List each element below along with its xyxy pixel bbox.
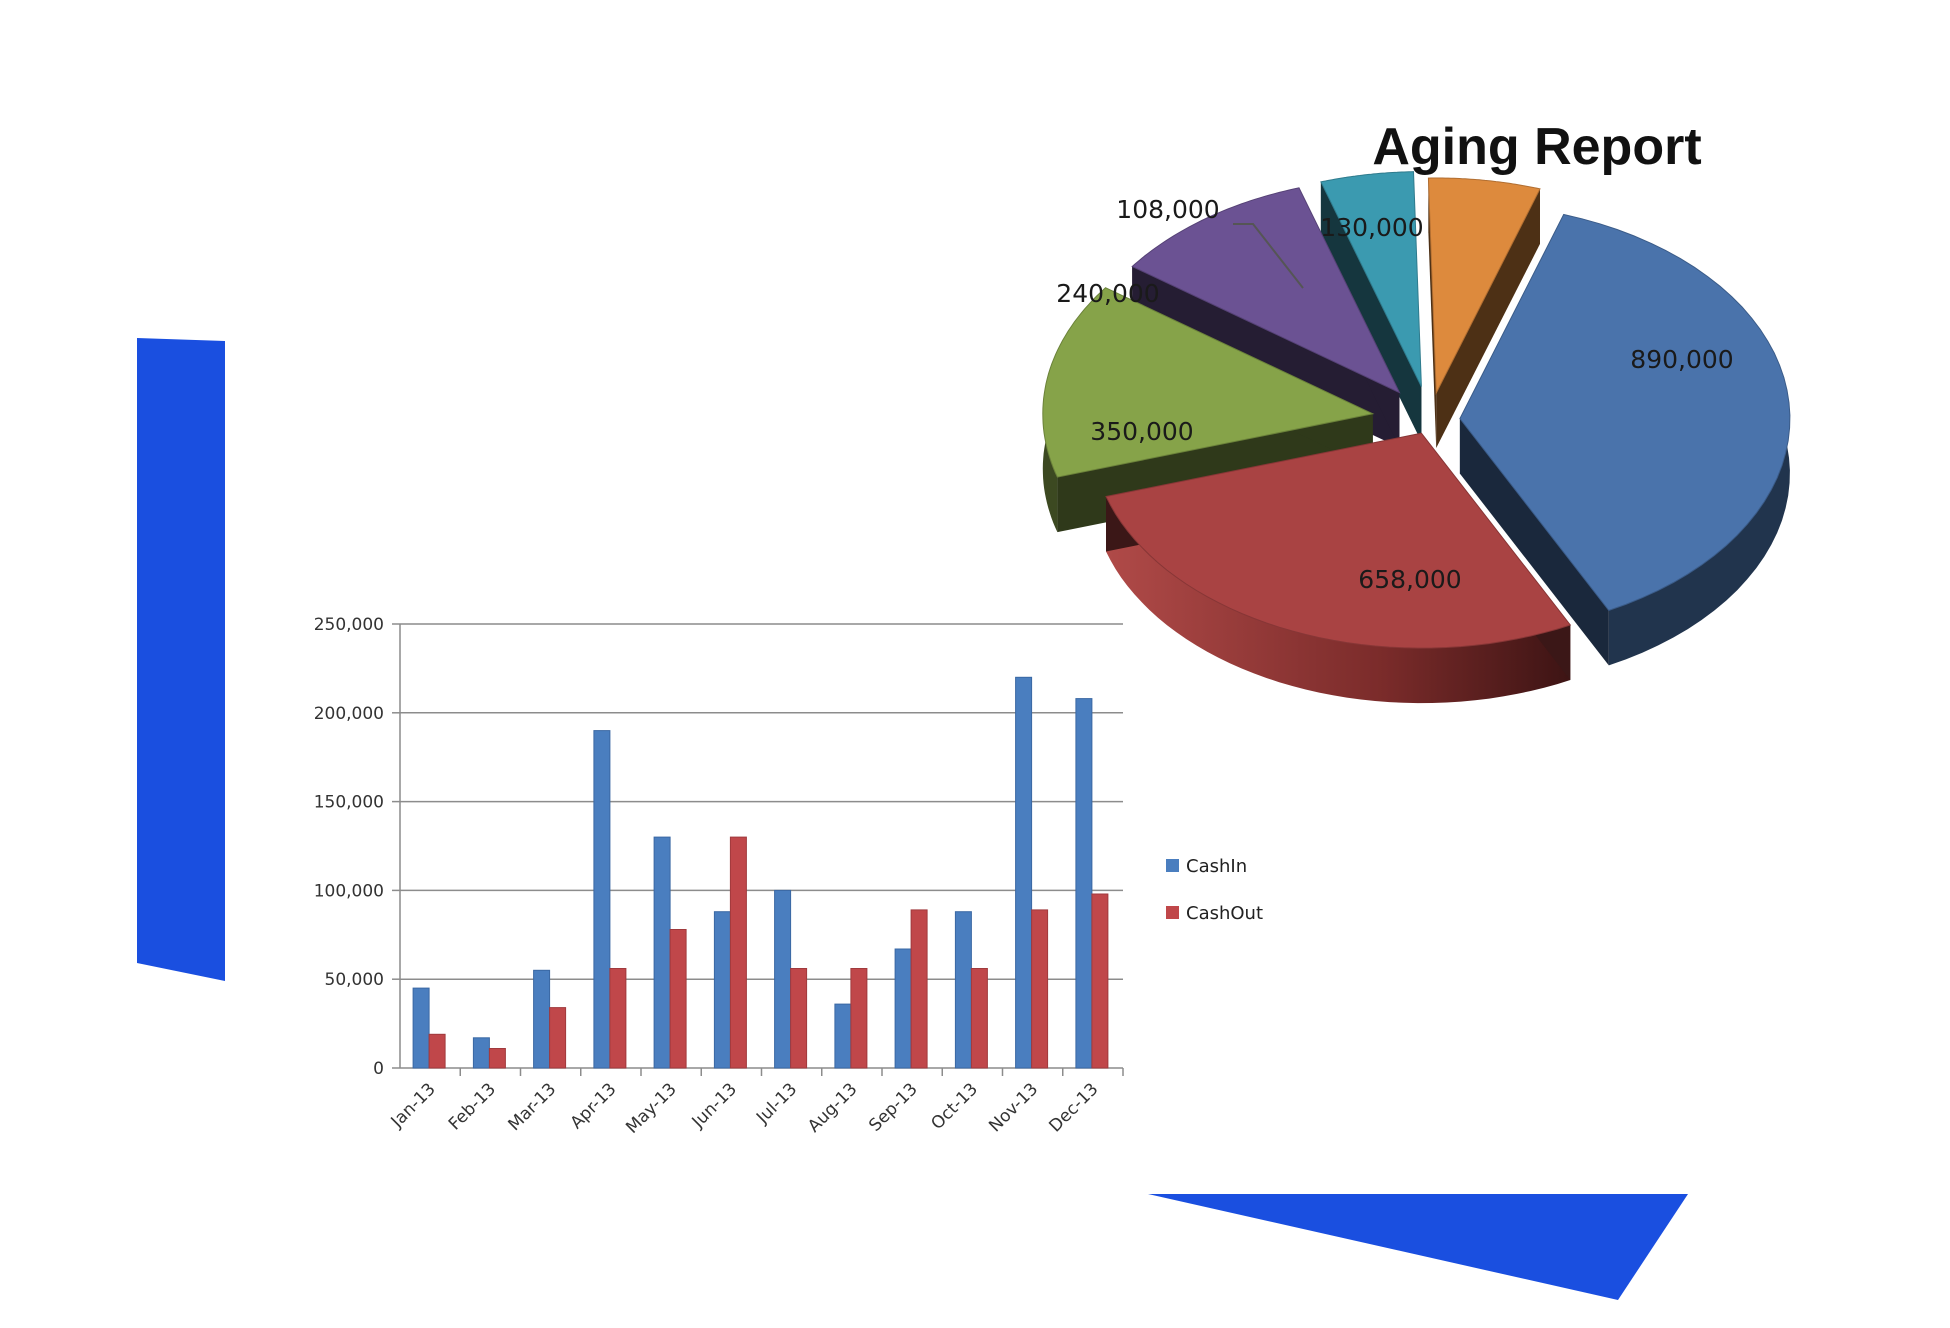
x-tick-label: Aug-13	[804, 1079, 861, 1136]
x-tick-label: May-13	[622, 1079, 680, 1137]
pie-chart-title: Aging Report	[1372, 118, 1701, 176]
bar-cashout-feb-13	[488, 1048, 506, 1069]
pie-slice-top	[1131, 187, 1401, 394]
bar-cashin-apr-13	[593, 730, 611, 1069]
y-tick-label: 0	[373, 1059, 384, 1079]
bar-cashin-sep-13	[894, 948, 912, 1069]
bar-cashout-mar-13	[549, 1007, 567, 1069]
bottom-accent-wedge	[1148, 1194, 1688, 1300]
x-tick-label: Apr-13	[567, 1079, 621, 1133]
pie-slice-top	[1427, 177, 1541, 395]
x-tick-label: Sep-13	[865, 1079, 921, 1135]
pie-slice-side	[1436, 188, 1540, 448]
bar-cashout-jul-13	[790, 968, 808, 1069]
pie-slice-6	[1427, 177, 1541, 448]
pie-slice-1	[1459, 213, 1791, 666]
pie-labels: 890,000 658,000 350,000 240,000 108,000 130,0…	[1056, 195, 1733, 594]
bar-cashout-apr-13	[609, 968, 627, 1069]
y-axis-ticks: 0 50,000 100,000 150,000 200,000 250,000	[314, 615, 384, 1079]
bar-cashout-jan-13	[428, 1033, 446, 1069]
y-tick-label: 250,000	[314, 615, 384, 635]
pie-slices	[1042, 171, 1791, 704]
bar-cashout-jun-13	[729, 836, 747, 1069]
pie-slice-top	[1459, 213, 1791, 611]
y-tick-label: 50,000	[325, 970, 384, 990]
pie-label-2: 658,000	[1358, 565, 1461, 594]
pie-slice-5	[1320, 171, 1422, 442]
bar-cashout-nov-13	[1031, 909, 1049, 1069]
bar-cashout-oct-13	[970, 968, 988, 1069]
bar-cashin-jan-13	[412, 987, 430, 1069]
x-axis-ticks: Jan-13 Feb-13 Mar-13 Apr-13 May-13 Jun-13 Jul-…	[387, 1079, 1103, 1137]
bar-cashin-jul-13	[774, 889, 792, 1069]
bar-cashin-mar-13	[533, 969, 551, 1069]
bar-cashin-dec-13	[1075, 698, 1093, 1069]
pie-label-1: 890,000	[1630, 345, 1733, 374]
x-tick-label: Dec-13	[1045, 1079, 1102, 1136]
legend-swatch-cashout	[1166, 906, 1179, 919]
y-tick-label: 150,000	[314, 793, 384, 813]
bar-cashout-may-13	[669, 929, 687, 1069]
bar-cashin-jun-13	[713, 911, 731, 1069]
y-tick-label: 100,000	[314, 881, 384, 901]
bar-marks	[412, 676, 1109, 1069]
bar-cashin-aug-13	[834, 1003, 852, 1069]
bar-grid	[392, 623, 1124, 1076]
legend-swatch-cashin	[1166, 859, 1179, 872]
bar-cashin-oct-13	[954, 911, 972, 1069]
y-tick-label: 200,000	[314, 704, 384, 724]
bar-cashin-nov-13	[1015, 676, 1033, 1069]
x-tick-label: Jan-13	[387, 1079, 440, 1132]
pie-slice-side	[1320, 181, 1422, 442]
pie-slice-wall	[1106, 496, 1571, 704]
pie-label-3: 350,000	[1090, 417, 1193, 446]
pie-slice-top	[1320, 171, 1422, 387]
pie-slice-top	[1042, 287, 1375, 478]
x-tick-label: Feb-13	[445, 1079, 500, 1134]
pie-label-4: 240,000	[1056, 279, 1159, 308]
x-tick-label: Jun-13	[688, 1079, 741, 1132]
x-tick-label: Nov-13	[985, 1079, 1042, 1136]
pie-label-6: 130,000	[1320, 213, 1423, 242]
bar-cashin-feb-13	[472, 1037, 490, 1069]
x-tick-label: Mar-13	[504, 1079, 560, 1135]
bar-cashout-aug-13	[850, 968, 868, 1069]
legend-label-cashin: CashIn	[1186, 856, 1247, 877]
legend-label-cashout: CashOut	[1186, 903, 1263, 924]
bar-cashout-dec-13	[1091, 893, 1109, 1069]
pie-label-5: 108,000	[1116, 195, 1219, 224]
leader-line	[1233, 223, 1304, 289]
x-tick-label: Oct-13	[927, 1079, 982, 1134]
x-tick-label: Jul-13	[752, 1079, 801, 1128]
pie-slice-2	[1105, 432, 1572, 704]
bar-legend: CashIn CashOut	[1166, 856, 1263, 924]
bar-cashout-sep-13	[910, 909, 928, 1069]
pie-slice-top	[1105, 432, 1572, 649]
pie-slice-side	[1459, 418, 1609, 666]
left-accent-bar	[137, 338, 225, 981]
bar-cashin-may-13	[653, 836, 671, 1069]
